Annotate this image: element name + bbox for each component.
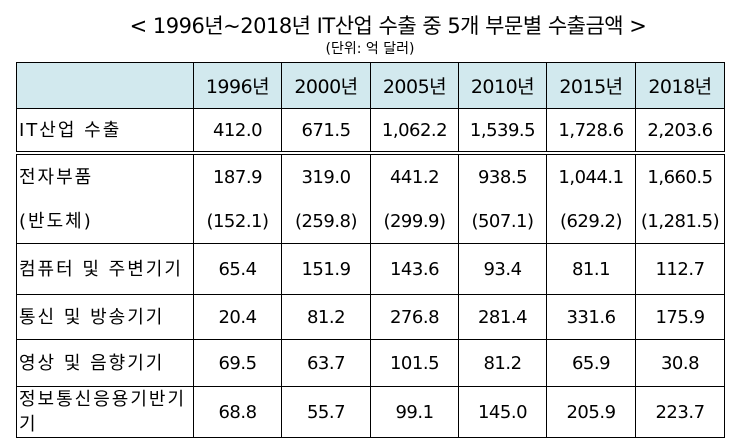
table-row-computer: 컴퓨터 및 주변기기 65.4 151.9 143.6 93.4 81.1 11…	[16, 243, 725, 295]
cell: (259.8)	[281, 199, 371, 244]
table-row-it-total: IT산업 수출 412.0 671.5 1,062.2 1,539.5 1,72…	[16, 108, 725, 155]
cell: 2,203.6	[635, 108, 725, 155]
cell: 1,062.2	[370, 108, 459, 155]
cell: 81.2	[281, 294, 371, 340]
table-row-audio-video: 영상 및 음향기기 69.5 63.7 101.5 81.2 65.9 30.8	[16, 339, 725, 387]
table-row-electronic-parts: 전자부품 187.9 319.0 441.2 938.5 1,044.1 1,6…	[16, 152, 725, 199]
cell: 187.9	[193, 152, 282, 199]
cell: 671.5	[281, 108, 371, 155]
cell: 331.6	[546, 294, 636, 340]
cell: (629.2)	[546, 199, 636, 244]
unit-label: (단위: 억 달러)	[325, 41, 415, 57]
cell: 93.4	[458, 243, 547, 295]
cell: (1,281.5)	[635, 199, 725, 244]
row-label: 통신 및 방송기기	[16, 294, 194, 340]
table-row-semiconductor: (반도체) (152.1) (259.8) (299.9) (507.1) (6…	[16, 199, 725, 244]
column-header-2015: 2015년	[546, 62, 636, 109]
cell: 99.1	[370, 386, 459, 438]
row-label: IT산업 수출	[16, 108, 194, 155]
cell: (152.1)	[193, 199, 282, 244]
row-label: (반도체)	[16, 199, 194, 244]
cell: 81.1	[546, 243, 636, 295]
row-label: 컴퓨터 및 주변기기	[16, 243, 194, 295]
table-row-communication: 통신 및 방송기기 20.4 81.2 276.8 281.4 331.6 17…	[16, 294, 725, 340]
export-table: 1996년 2000년 2005년 2010년 2015년 2018년 IT산업…	[16, 62, 725, 438]
cell: 205.9	[546, 386, 636, 438]
cell: 1,660.5	[635, 152, 725, 199]
corner-cell	[16, 62, 194, 109]
cell: 938.5	[458, 152, 547, 199]
cell: 1,728.6	[546, 108, 636, 155]
cell: 69.5	[193, 339, 282, 387]
cell: 276.8	[370, 294, 459, 340]
cell: 281.4	[458, 294, 547, 340]
cell: 319.0	[281, 152, 371, 199]
cell: 412.0	[193, 108, 282, 155]
cell: 151.9	[281, 243, 371, 295]
cell: (507.1)	[458, 199, 547, 244]
cell: 65.4	[193, 243, 282, 295]
cell: 112.7	[635, 243, 725, 295]
cell: 63.7	[281, 339, 371, 387]
column-header-2010: 2010년	[458, 62, 547, 109]
column-header-1996: 1996년	[193, 62, 282, 109]
cell: 20.4	[193, 294, 282, 340]
cell: 143.6	[370, 243, 459, 295]
cell: 30.8	[635, 339, 725, 387]
table-title: < 1996년~2018년 IT산업 수출 중 5개 부문별 수출금액 >	[129, 14, 647, 38]
row-label: 전자부품	[16, 152, 194, 199]
cell: 175.9	[635, 294, 725, 340]
header-row: 1996년 2000년 2005년 2010년 2015년 2018년	[16, 62, 725, 109]
cell: 223.7	[635, 386, 725, 438]
column-header-2018: 2018년	[635, 62, 725, 109]
column-header-2005: 2005년	[370, 62, 459, 109]
cell: 55.7	[281, 386, 371, 438]
row-label: 정보통신응용기반기기	[16, 386, 194, 438]
table-row-ict-application: 정보통신응용기반기기 68.8 55.7 99.1 145.0 205.9 22…	[16, 386, 725, 438]
cell: 101.5	[370, 339, 459, 387]
cell: 65.9	[546, 339, 636, 387]
cell: 145.0	[458, 386, 547, 438]
cell: 1,539.5	[458, 108, 547, 155]
column-header-2000: 2000년	[281, 62, 371, 109]
cell: 441.2	[370, 152, 459, 199]
cell: 68.8	[193, 386, 282, 438]
row-label: 영상 및 음향기기	[16, 339, 194, 387]
cell: 81.2	[458, 339, 547, 387]
cell: (299.9)	[370, 199, 459, 244]
cell: 1,044.1	[546, 152, 636, 199]
